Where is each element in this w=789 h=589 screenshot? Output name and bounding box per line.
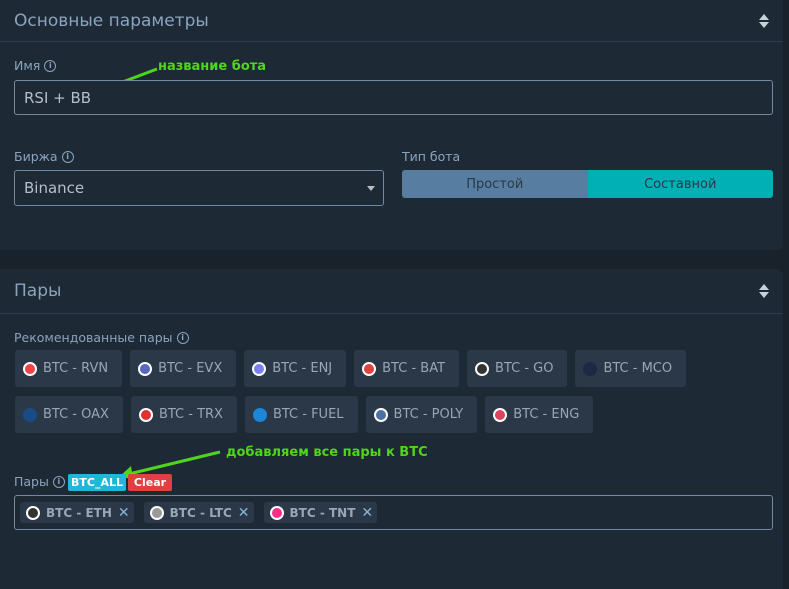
pair-label: BTC - ENG [513, 407, 580, 422]
btc-all-button[interactable]: BTC_ALL [68, 474, 126, 491]
pair-tag: BTC - TNT ✕ [263, 502, 378, 523]
section-title: Основные параметры [14, 10, 209, 31]
main-params-panel: Основные параметры Имя i название бота RS… [0, 0, 783, 250]
pair-button[interactable]: BTC - TRX [130, 396, 237, 433]
enj-coin-icon [252, 361, 267, 376]
bot-type-composite[interactable]: Составной [587, 170, 773, 198]
pair-button[interactable]: BTC - OAX [15, 396, 123, 433]
rvn-coin-icon [23, 361, 37, 376]
pair-label: BTC - MCO [603, 361, 673, 376]
tag-label: BTC - TNT [289, 505, 356, 520]
oax-coin-icon [23, 407, 37, 422]
remove-icon[interactable]: ✕ [237, 504, 250, 521]
pair-tag: BTC - ETH ✕ [20, 502, 134, 523]
exchange-label-text: Биржа [14, 149, 58, 164]
tag-label: BTC - LTC [169, 505, 232, 520]
pair-button[interactable]: BTC - GO [467, 350, 568, 387]
exchange-value: Binance [24, 179, 85, 197]
pairs-label-text: Пары [14, 474, 49, 489]
bat-coin-icon [362, 361, 377, 376]
pair-label: BTC - GO [495, 361, 554, 376]
section-title: Пары [14, 281, 62, 301]
pair-button[interactable]: BTC - BAT [354, 350, 460, 387]
tnt-coin-icon [269, 505, 284, 520]
pair-button[interactable]: BTC - POLY [365, 396, 478, 433]
sort-toggle-icon[interactable] [759, 284, 769, 298]
ltc-coin-icon [149, 505, 164, 520]
pair-button[interactable]: BTC - ENJ [244, 350, 347, 387]
pair-button[interactable]: BTC - ENG [485, 396, 594, 433]
info-icon[interactable]: i [44, 59, 57, 72]
pairs-tag-input[interactable]: BTC - ETH ✕ BTC - LTC ✕ BTC - TNT ✕ [14, 495, 773, 530]
eng-coin-icon [493, 407, 508, 422]
sort-toggle-icon[interactable] [759, 13, 769, 28]
pair-label: BTC - EVX [158, 361, 223, 376]
tag-label: BTC - ETH [46, 505, 112, 520]
eth-coin-icon [26, 505, 40, 520]
chevron-down-icon [367, 186, 375, 191]
info-icon[interactable]: i [61, 150, 74, 163]
pair-label: BTC - POLY [393, 407, 464, 422]
pair-label: BTC - BAT [382, 361, 446, 376]
info-icon[interactable]: i [176, 331, 189, 344]
bot-type-toggle[interactable]: Простой Составной [402, 170, 773, 198]
mco-coin-icon [583, 361, 598, 376]
pair-tag: BTC - LTC ✕ [143, 502, 254, 523]
go-coin-icon [475, 361, 490, 376]
pair-button[interactable]: BTC - MCO [575, 350, 687, 387]
poly-coin-icon [373, 407, 388, 422]
clear-button[interactable]: Clear [128, 474, 172, 491]
remove-icon[interactable]: ✕ [361, 504, 374, 521]
pair-label: BTC - OAX [43, 407, 109, 422]
exchange-label: Биржа i [14, 149, 74, 164]
pair-label: BTC - FUEL [272, 407, 344, 422]
pair-label: BTC - TRX [158, 407, 223, 422]
pair-button[interactable]: BTC - RVN [15, 350, 123, 387]
recommended-row-2: BTC - OAX BTC - TRX BTC - FUEL BTC - POL… [15, 396, 594, 433]
bot-type-simple[interactable]: Простой [402, 170, 588, 198]
recommended-row-1: BTC - RVN BTC - EVX BTC - ENJ BTC - BAT … [15, 350, 687, 387]
pair-label: BTC - ENJ [272, 361, 333, 376]
name-input[interactable]: RSI + BB [14, 80, 773, 115]
pair-button[interactable]: BTC - FUEL [244, 396, 358, 433]
fuel-coin-icon [252, 407, 267, 422]
bot-type-label: Тип бота [402, 149, 461, 164]
evx-coin-icon [138, 361, 153, 376]
info-icon[interactable]: i [52, 475, 65, 488]
recommended-label: Рекомендованные пары i [14, 330, 189, 345]
recommended-label-text: Рекомендованные пары [14, 330, 173, 345]
exchange-select[interactable]: Binance [14, 170, 384, 206]
annotation-name: название бота [158, 59, 267, 74]
annotation-pairs: добавляем все пары к BTC [226, 445, 428, 460]
pair-button[interactable]: BTC - EVX [130, 350, 237, 387]
name-label-text: Имя [14, 58, 41, 73]
main-params-header[interactable]: Основные параметры [0, 0, 783, 42]
name-label: Имя i [14, 58, 57, 73]
trx-coin-icon [138, 407, 153, 422]
pairs-header[interactable]: Пары [0, 269, 783, 314]
remove-icon[interactable]: ✕ [117, 504, 130, 521]
pairs-label: Пары i [14, 474, 65, 489]
pair-label: BTC - RVN [43, 361, 109, 376]
